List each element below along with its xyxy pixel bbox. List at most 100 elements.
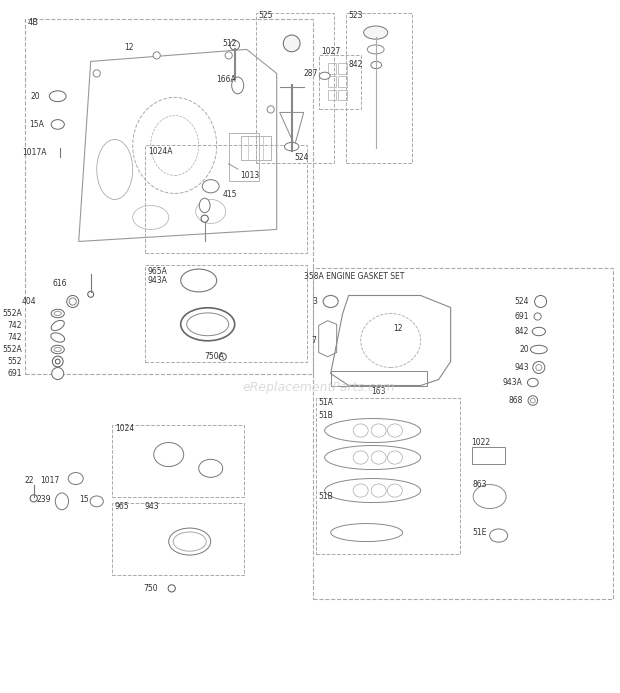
Bar xyxy=(255,13,334,164)
Ellipse shape xyxy=(531,345,547,353)
Circle shape xyxy=(219,353,226,360)
Ellipse shape xyxy=(232,77,244,94)
Text: 358A ENGINE GASKET SET: 358A ENGINE GASKET SET xyxy=(304,272,405,281)
Ellipse shape xyxy=(51,345,64,353)
Text: 524: 524 xyxy=(514,297,529,306)
Bar xyxy=(144,146,307,254)
Ellipse shape xyxy=(319,72,330,80)
Ellipse shape xyxy=(173,532,206,551)
Circle shape xyxy=(93,70,100,77)
Text: 965A: 965A xyxy=(148,267,167,276)
Text: 20: 20 xyxy=(519,345,529,354)
Circle shape xyxy=(201,215,208,222)
Circle shape xyxy=(87,291,94,297)
Ellipse shape xyxy=(528,378,538,387)
Ellipse shape xyxy=(55,493,69,510)
Ellipse shape xyxy=(51,309,64,317)
Text: 525: 525 xyxy=(259,11,273,20)
Ellipse shape xyxy=(371,62,382,69)
Text: 523: 523 xyxy=(348,11,363,20)
Text: 691: 691 xyxy=(514,312,529,321)
Ellipse shape xyxy=(323,295,338,308)
Circle shape xyxy=(153,52,161,59)
Text: 7: 7 xyxy=(311,336,316,345)
Ellipse shape xyxy=(532,327,546,335)
Text: eReplacementParts.com: eReplacementParts.com xyxy=(242,381,395,394)
Text: 842: 842 xyxy=(514,327,529,336)
Text: 15A: 15A xyxy=(30,120,45,129)
Text: 163: 163 xyxy=(371,387,386,396)
Text: 1024A: 1024A xyxy=(148,147,172,156)
Bar xyxy=(112,502,244,574)
Circle shape xyxy=(51,367,64,380)
Text: 943A: 943A xyxy=(503,378,523,387)
Circle shape xyxy=(225,52,232,59)
Circle shape xyxy=(67,295,79,308)
Ellipse shape xyxy=(51,120,64,129)
Text: 750: 750 xyxy=(143,584,158,593)
Circle shape xyxy=(283,35,300,52)
Bar xyxy=(328,76,336,87)
Text: 51A: 51A xyxy=(319,398,334,407)
Text: 943: 943 xyxy=(514,363,529,372)
Text: 166A: 166A xyxy=(217,75,236,84)
Circle shape xyxy=(536,365,542,371)
Ellipse shape xyxy=(198,459,223,477)
Bar xyxy=(328,89,336,100)
Circle shape xyxy=(533,362,545,374)
Text: 965: 965 xyxy=(115,502,130,511)
Text: 742: 742 xyxy=(7,333,22,342)
Text: 512: 512 xyxy=(223,39,237,48)
Ellipse shape xyxy=(54,347,61,351)
Text: 287: 287 xyxy=(304,69,318,78)
Bar xyxy=(346,13,412,164)
Ellipse shape xyxy=(54,311,61,315)
Text: 1017: 1017 xyxy=(40,476,59,485)
Bar xyxy=(229,134,259,182)
Text: 4B: 4B xyxy=(28,18,39,27)
Text: 552A: 552A xyxy=(2,309,22,318)
Text: 1017A: 1017A xyxy=(22,148,46,157)
Circle shape xyxy=(30,495,37,502)
Text: 943: 943 xyxy=(144,502,159,511)
Text: 524: 524 xyxy=(294,153,309,162)
Text: 51B: 51B xyxy=(319,492,334,501)
Bar xyxy=(241,137,271,161)
Text: 1022: 1022 xyxy=(472,438,491,447)
Circle shape xyxy=(267,106,274,113)
Ellipse shape xyxy=(364,26,388,40)
Bar xyxy=(144,265,307,362)
Text: 415: 415 xyxy=(223,190,237,199)
Text: 616: 616 xyxy=(52,279,67,288)
Ellipse shape xyxy=(202,179,219,193)
Text: 943A: 943A xyxy=(148,276,167,285)
Text: 691: 691 xyxy=(7,369,22,378)
Ellipse shape xyxy=(154,443,184,466)
Text: 3: 3 xyxy=(312,297,317,306)
Bar xyxy=(316,398,459,554)
Bar xyxy=(472,447,505,464)
Bar xyxy=(25,19,312,374)
Text: 552A: 552A xyxy=(2,345,22,354)
Ellipse shape xyxy=(169,528,211,555)
Ellipse shape xyxy=(285,143,299,151)
Text: 1013: 1013 xyxy=(241,171,260,180)
Ellipse shape xyxy=(199,198,210,213)
Bar xyxy=(312,268,613,599)
Text: 552: 552 xyxy=(7,357,22,366)
Text: 12: 12 xyxy=(394,324,403,333)
Text: 1024: 1024 xyxy=(115,424,134,433)
Circle shape xyxy=(534,313,541,320)
Circle shape xyxy=(534,295,547,308)
Ellipse shape xyxy=(180,269,217,292)
Text: 868: 868 xyxy=(508,396,523,405)
Circle shape xyxy=(528,396,538,405)
Text: 15: 15 xyxy=(79,495,88,504)
Ellipse shape xyxy=(367,45,384,54)
Bar xyxy=(339,89,347,100)
Bar xyxy=(339,76,347,87)
Text: 842: 842 xyxy=(348,60,363,69)
Circle shape xyxy=(69,298,76,305)
Bar xyxy=(328,63,336,74)
Text: 22: 22 xyxy=(25,476,34,485)
